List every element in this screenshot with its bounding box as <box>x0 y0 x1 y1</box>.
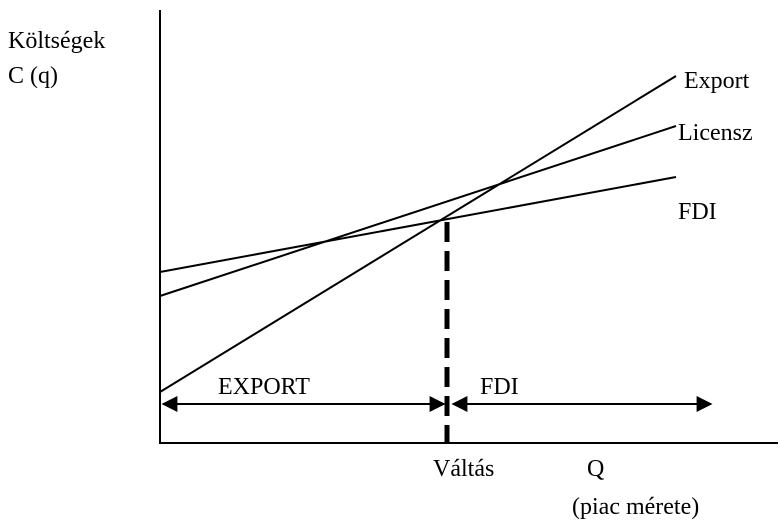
x-axis-sublabel: (piac mérete) <box>572 494 699 520</box>
licensz-line <box>159 125 677 297</box>
line-label: FDI <box>678 199 717 225</box>
line-label: Export <box>684 68 750 94</box>
switch-label: Váltás <box>433 456 494 482</box>
line-label: Licensz <box>678 120 753 146</box>
y-axis-label: C (q) <box>8 63 58 89</box>
x-axis-label: Q <box>587 456 604 482</box>
region-label: EXPORT <box>218 374 310 400</box>
fdi-line <box>159 176 677 273</box>
region-label: FDI <box>480 374 519 400</box>
export-line <box>159 75 677 393</box>
y-axis-label: Költségek <box>8 28 105 54</box>
